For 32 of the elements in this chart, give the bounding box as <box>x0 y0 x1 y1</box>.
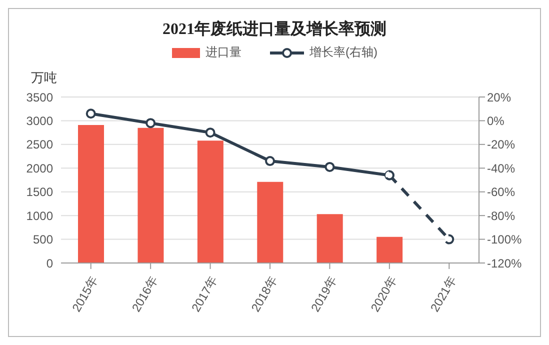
y2-tick-label: 0% <box>487 114 505 128</box>
bar <box>197 140 224 263</box>
y-tick-label: 2500 <box>26 138 54 152</box>
bar <box>316 214 343 263</box>
point <box>86 108 96 119</box>
bar <box>138 128 164 263</box>
bar <box>257 182 284 263</box>
bar <box>78 124 104 263</box>
point <box>205 128 216 138</box>
chart-title: 2021年废纸进口量及增长率预测 <box>162 19 388 40</box>
y-tick-label: 0 <box>46 256 54 270</box>
point <box>444 234 454 244</box>
y2-tick-label: -80% <box>487 208 516 223</box>
y2-tick-label: -100% <box>487 232 522 247</box>
legend-label: 增长率(右轴) <box>310 44 378 61</box>
y-tick-label: 500 <box>32 232 54 247</box>
y2-tick-label: -40% <box>487 161 516 176</box>
y2-tick-label: 20% <box>487 90 512 104</box>
legend-label: 进口量 <box>206 44 242 61</box>
bar <box>376 236 403 263</box>
y-tick-label: 3000 <box>26 114 54 128</box>
y-tick-label: 1500 <box>26 185 54 200</box>
y-axis-title: 万吨 <box>31 69 57 87</box>
y2-tick-label: -20% <box>487 138 516 152</box>
y2-tick-label: -120% <box>487 256 522 270</box>
y-tick-label: 3500 <box>26 90 54 104</box>
point <box>265 156 275 166</box>
y2-tick-label: -60% <box>487 185 516 200</box>
point <box>324 162 335 172</box>
point <box>146 118 156 128</box>
y-tick-label: 1000 <box>26 208 54 223</box>
y-tick-label: 2000 <box>26 161 54 176</box>
